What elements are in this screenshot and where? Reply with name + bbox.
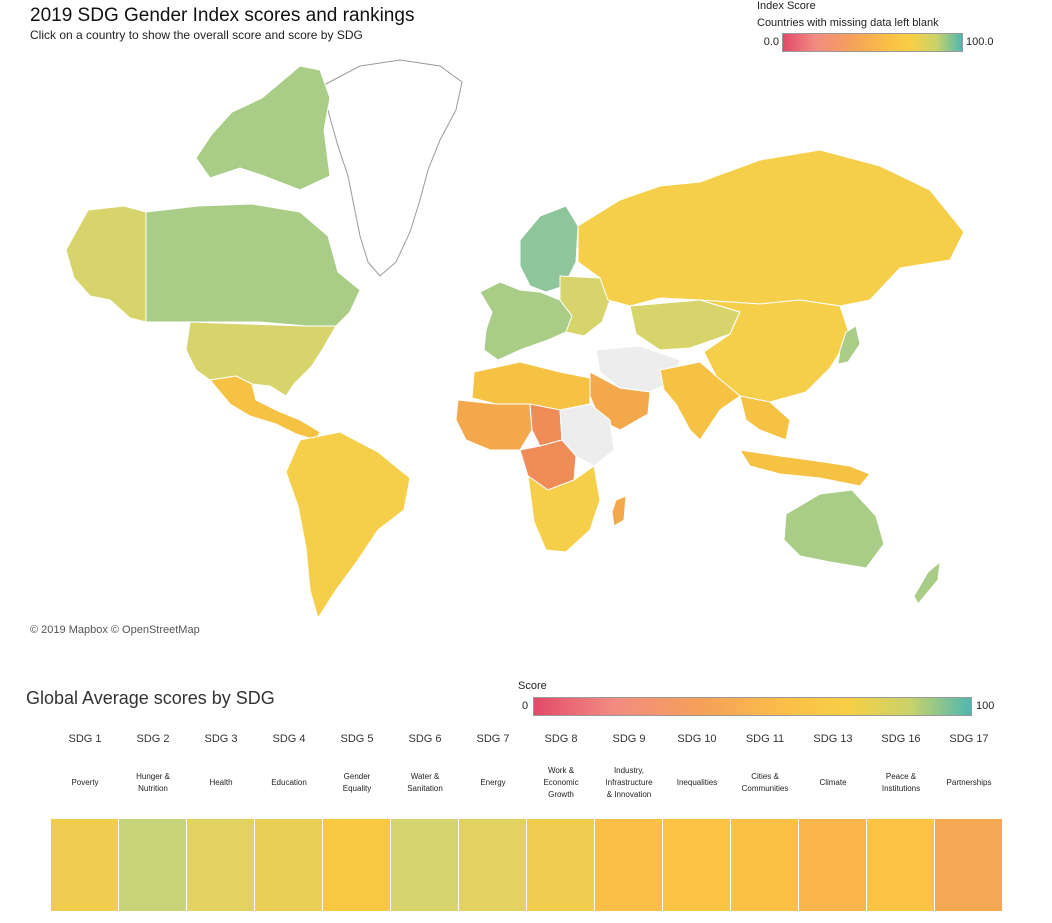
sdg-score-cell[interactable] — [867, 819, 935, 911]
sdg-name: Peace & Institutions — [881, 772, 921, 793]
sdg-score-cell[interactable] — [51, 819, 119, 911]
sdg-code: SDG 10 — [677, 733, 717, 745]
sdg-code: SDG 13 — [813, 733, 853, 745]
sdg-score-cell[interactable] — [187, 819, 255, 911]
sdg-name: Gender Equality — [342, 772, 372, 793]
sdg-code: SDG 11 — [745, 733, 785, 745]
sdg-score-cell[interactable] — [527, 819, 595, 911]
sdg-code: SDG 9 — [612, 733, 646, 745]
region-north-africa[interactable] — [471, 361, 591, 411]
sdg-code: SDG 8 — [544, 733, 578, 745]
score-legend-label: Score — [518, 680, 547, 692]
sdg-code: SDG 7 — [476, 733, 510, 745]
region-west-africa[interactable] — [455, 399, 533, 451]
sdg-name: Energy — [480, 778, 506, 787]
page-subtitle: Click on a country to show the overall s… — [30, 28, 363, 42]
region-south-america[interactable] — [285, 431, 411, 620]
region-new-zealand[interactable] — [913, 560, 941, 605]
sdg-score-cell[interactable] — [663, 819, 731, 911]
region-europe-west[interactable] — [479, 281, 573, 361]
sdg-score-cell[interactable] — [731, 819, 799, 911]
legend-color-ramp — [782, 33, 963, 52]
region-canada-islands[interactable] — [195, 65, 331, 191]
sdg-name: Education — [271, 778, 307, 787]
sdg-code: SDG 3 — [204, 733, 238, 745]
region-east-asia[interactable] — [699, 299, 851, 403]
sdg-name: Health — [209, 778, 233, 787]
region-southern-africa[interactable] — [527, 465, 601, 553]
sdg-name: Partnerships — [946, 778, 992, 787]
sdg-score-cell[interactable] — [799, 819, 867, 911]
sdg-score-cell[interactable] — [119, 819, 187, 911]
world-choropleth-map[interactable] — [0, 50, 1000, 620]
sdg-name: Water & Sanitation — [407, 772, 443, 793]
sdg-name: Climate — [819, 778, 847, 787]
region-russia[interactable] — [577, 149, 965, 307]
score-legend-min: 0 — [522, 700, 529, 712]
region-usa[interactable] — [185, 321, 337, 397]
sdg-name: Poverty — [71, 778, 99, 787]
region-south-asia[interactable] — [659, 361, 741, 441]
legend-max-label: 100.0 — [966, 36, 994, 48]
sdg-name: Cities & Communities — [741, 772, 789, 793]
region-japan[interactable] — [837, 325, 861, 365]
region-greenland[interactable] — [321, 59, 463, 277]
sdg-code: SDG 17 — [949, 733, 989, 745]
region-madagascar[interactable] — [611, 495, 627, 527]
sdg-code: SDG 2 — [136, 733, 170, 745]
sdg-name: Inequalities — [676, 778, 718, 787]
sdg-code: SDG 1 — [68, 733, 102, 745]
legend-note: Countries with missing data left blank — [757, 17, 939, 29]
score-legend-max: 100 — [976, 700, 995, 712]
map-attribution: © 2019 Mapbox © OpenStreetMap — [30, 624, 200, 636]
sdg-score-cell[interactable] — [935, 819, 1003, 911]
sdg-code: SDG 6 — [408, 733, 442, 745]
region-maritime-asia[interactable] — [739, 449, 871, 487]
sdg-score-cell[interactable] — [323, 819, 391, 911]
sdg-code: SDG 16 — [881, 733, 921, 745]
sdg-section-title: Global Average scores by SDG — [26, 688, 275, 708]
score-color-ramp — [533, 697, 972, 716]
region-australia[interactable] — [783, 489, 885, 569]
sdg-score-cell[interactable] — [391, 819, 459, 911]
sdg-score-cell[interactable] — [595, 819, 663, 911]
sdg-name: Hunger & Nutrition — [136, 772, 170, 793]
region-alaska[interactable] — [65, 205, 147, 323]
region-scandinavia[interactable] — [519, 205, 579, 293]
legend-min-label: 0.0 — [763, 36, 779, 48]
sdg-code: SDG 4 — [272, 733, 306, 745]
sdg-code: SDG 5 — [340, 733, 374, 745]
sdg-score-cell[interactable] — [459, 819, 527, 911]
sdg-score-cell[interactable] — [255, 819, 323, 911]
sdg-name: Industry, Infrastructure & Innovation — [605, 766, 653, 799]
region-canada[interactable] — [145, 203, 361, 327]
sdg-name: Work & Economic Growth — [543, 766, 579, 799]
legend-title: Index Score — [757, 0, 816, 12]
page-title: 2019 SDG Gender Index scores and ranking… — [30, 5, 415, 26]
region-mexico-central-america[interactable] — [209, 375, 321, 441]
region-southeast-asia[interactable] — [739, 395, 791, 441]
region-sahel[interactable] — [529, 403, 563, 447]
